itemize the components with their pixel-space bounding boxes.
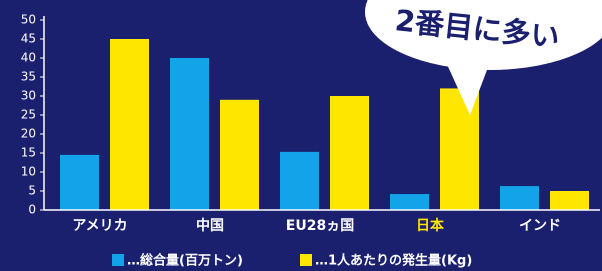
page: {"chart_data": {"type": "bar", "categori… bbox=[0, 0, 602, 271]
bar bbox=[330, 96, 369, 210]
y-tick-label: 35 bbox=[21, 70, 36, 84]
y-tick-label: 10 bbox=[21, 165, 36, 179]
bar bbox=[170, 58, 209, 210]
bar bbox=[220, 100, 259, 210]
legend-swatch bbox=[300, 254, 312, 266]
y-tick-label: 40 bbox=[21, 51, 36, 65]
y-tick-label: 0 bbox=[28, 203, 36, 217]
bar bbox=[550, 191, 589, 210]
y-tick-label: 15 bbox=[21, 146, 36, 160]
y-tick-label: 50 bbox=[21, 13, 36, 27]
chart: 0 5 10 15 20 25 30 35 40 45 50 アメリカ 中国 EU28ヵ国 日本 インド …総合… bbox=[0, 0, 602, 271]
y-tick-label: 25 bbox=[21, 108, 36, 122]
bar bbox=[110, 39, 149, 210]
x-tick-label: 中国 bbox=[196, 217, 224, 234]
bar bbox=[60, 155, 99, 210]
y-tick-label: 20 bbox=[21, 127, 36, 141]
bar bbox=[500, 186, 539, 210]
y-tick-label: 5 bbox=[28, 184, 36, 198]
legend-swatch bbox=[112, 254, 124, 266]
legend-label: …総合量(百万トン) bbox=[127, 253, 243, 269]
y-tick-label: 45 bbox=[21, 32, 36, 46]
x-tick-label: アメリカ bbox=[72, 218, 127, 234]
bar bbox=[280, 152, 319, 210]
x-tick-label: 日本 bbox=[416, 217, 445, 234]
bar bbox=[390, 194, 429, 210]
x-tick-label: インド bbox=[519, 218, 561, 234]
x-tick-label: EU28ヵ国 bbox=[286, 218, 354, 234]
y-tick-label: 30 bbox=[21, 89, 36, 103]
legend-label: …1人あたりの発生量(Kg) bbox=[315, 253, 472, 269]
